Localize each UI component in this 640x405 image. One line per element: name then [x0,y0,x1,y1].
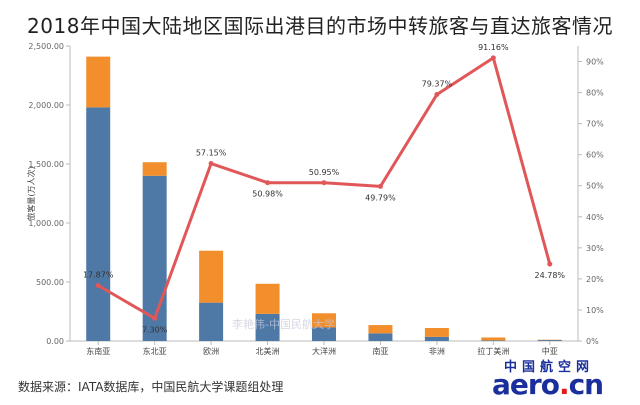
x-tick-label: 非洲 [429,346,445,356]
watermark: 李艳伟-中国民航大学 [232,318,335,331]
x-tick-label: 北美洲 [256,346,280,356]
y-tick-label: 2,000.00 [28,101,64,110]
y-tick-label: 500.00 [36,278,64,287]
bar-transfer [481,337,506,341]
x-tick-label: 欧洲 [203,346,219,356]
bar-direct [199,302,224,341]
y2-tick-label: 0% [586,337,599,346]
y-tick-label: 1,500.00 [28,160,64,169]
ratio-label: 57.15% [196,149,227,158]
chart-title: 2018年中国大陆地区国际出港目的市场中转旅客与直达旅客情况 [27,14,613,38]
ratio-point [490,55,496,61]
ratio-label: 7.30% [142,325,168,334]
x-tick-label: 拉丁美洲 [477,346,509,356]
logo-en-text: aero.cn [492,368,604,401]
ratio-point [547,261,553,267]
y2-tick-label: 90% [586,58,604,67]
ratio-point [95,283,101,289]
bar-direct [255,313,280,341]
bar-transfer [255,283,280,314]
bar-direct [368,333,393,341]
source-note: 数据来源：IATA数据库，中国民航大学课题组处理 [18,380,284,394]
bar-direct [481,340,506,341]
bar-transfer [199,250,224,303]
ratio-point [434,92,440,98]
y2-tick-label: 70% [586,120,604,129]
ratio-label: 79.37% [422,80,453,89]
bar-direct [86,107,111,341]
ratio-label: 50.95% [309,168,340,177]
x-tick-label: 中亚 [542,346,558,356]
x-tick-label: 东南亚 [86,346,110,356]
bar-transfer [368,325,393,334]
y-tick-label: 2,500.00 [28,42,64,51]
ratio-label: 50.98% [252,190,283,199]
ratio-point [321,180,327,186]
x-tick-label: 东北亚 [143,346,167,356]
axes: 0.00 500.00 1,000.00 1,500.00 2,000.00 2,500.… [26,42,604,356]
ratio-label: 49.79% [365,193,396,202]
y2-tick-label: 40% [586,213,604,222]
ratio-label: 17.87% [83,271,114,280]
y2-tick-label: 50% [586,182,604,191]
ratio-point [265,180,271,186]
bar-transfer [142,162,167,176]
bar-direct [312,327,336,341]
x-tick-label: 南亚 [372,346,388,356]
aero-logo: 中国航空网 aero.cn [492,356,632,402]
y2-tick-label: 80% [586,89,604,98]
bars [86,56,562,341]
y-tick-label: 0.00 [46,337,64,346]
ratio-label: 91.16% [478,43,509,52]
y2-tick-label: 10% [586,306,604,315]
bar-direct [537,340,562,341]
bar-transfer [86,56,111,108]
bar-transfer [312,313,336,328]
ratio-point [152,315,158,321]
y2-tick-label: 20% [586,275,604,284]
y2-tick-label: 30% [586,244,604,253]
labels: 17.87% 7.30% 57.15% 50.98% 50.95% 49.79% 79.37… [83,43,565,334]
ratio-label: 24.78% [535,271,566,280]
bar-direct [424,336,449,341]
y-tick-label: 1,000.00 [28,219,64,228]
y2-tick-label: 60% [586,151,604,160]
y-axis-label: 旅客量(万人次) [26,166,36,220]
transfer-ratio-line [95,55,553,321]
bar-transfer [424,328,449,337]
ratio-point [377,183,383,189]
logo-cn-text: 中国航空网 [504,360,595,375]
x-tick-label: 大洋洲 [312,346,336,356]
ratio-point [208,161,214,167]
